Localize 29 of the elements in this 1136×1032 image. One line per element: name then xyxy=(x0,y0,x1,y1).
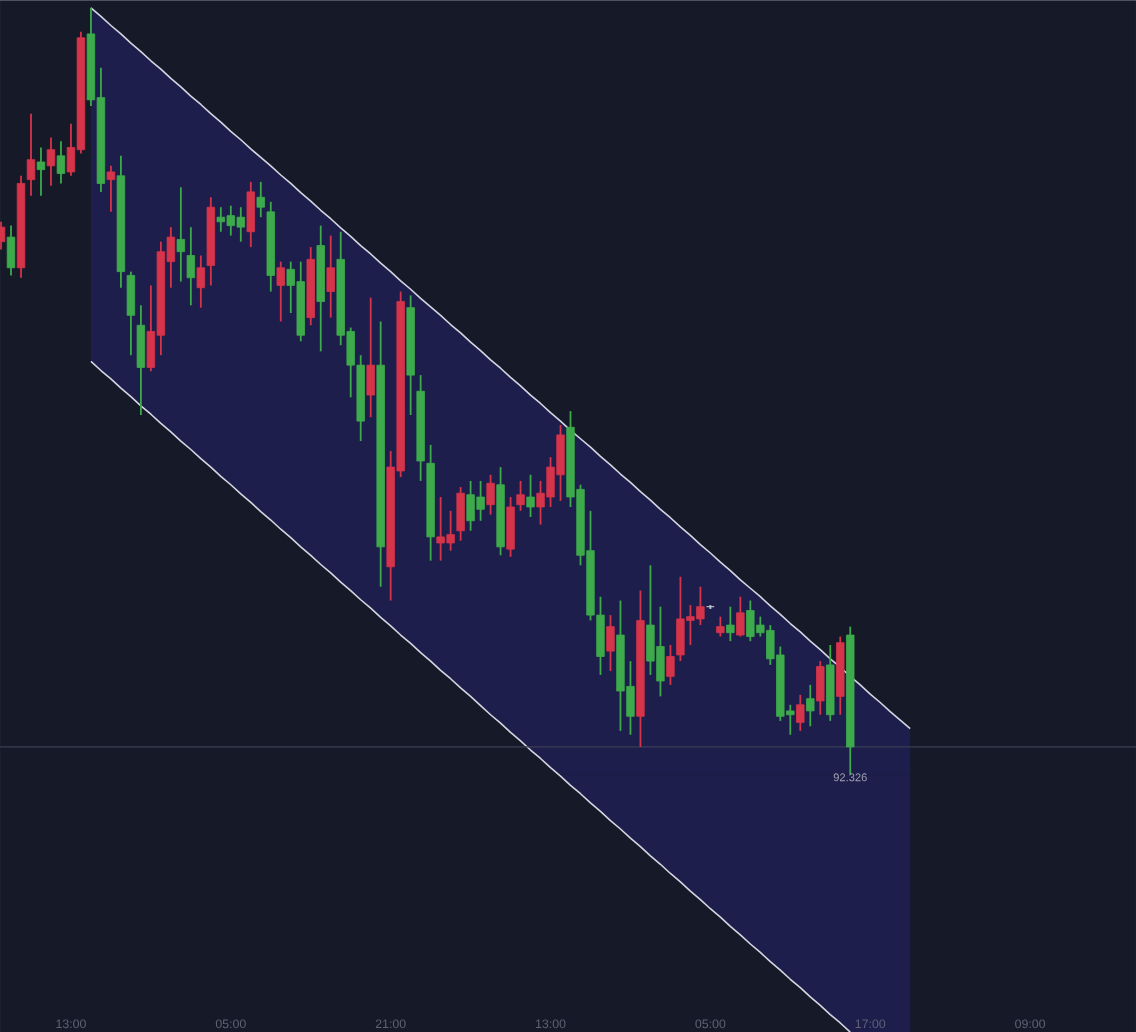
candlestick xyxy=(796,693,805,732)
candlestick xyxy=(56,140,66,185)
candlestick xyxy=(726,605,735,642)
candlestick xyxy=(186,226,196,307)
candlestick xyxy=(136,304,146,416)
candlestick xyxy=(486,473,495,516)
candlestick xyxy=(366,296,375,418)
candlestick xyxy=(326,234,335,319)
candlestick xyxy=(46,136,56,187)
candlestick xyxy=(606,614,615,672)
candlestick xyxy=(806,683,815,727)
candlestick xyxy=(816,660,825,716)
candlestick xyxy=(716,615,725,638)
candlestick xyxy=(246,180,255,248)
candlestick xyxy=(26,112,36,197)
candlestick xyxy=(736,595,745,638)
candlestick xyxy=(516,479,525,512)
candlestick xyxy=(6,224,16,277)
candlestick xyxy=(666,643,675,686)
candlestick xyxy=(526,473,535,518)
candlestick xyxy=(506,495,515,558)
candlestick xyxy=(126,270,136,356)
candlestick xyxy=(276,260,285,323)
candlestick xyxy=(106,164,116,213)
candlestick xyxy=(176,186,186,283)
candlestick xyxy=(36,146,46,197)
candlestick xyxy=(256,180,265,218)
candlestick xyxy=(456,485,465,542)
candlestick xyxy=(196,254,206,309)
